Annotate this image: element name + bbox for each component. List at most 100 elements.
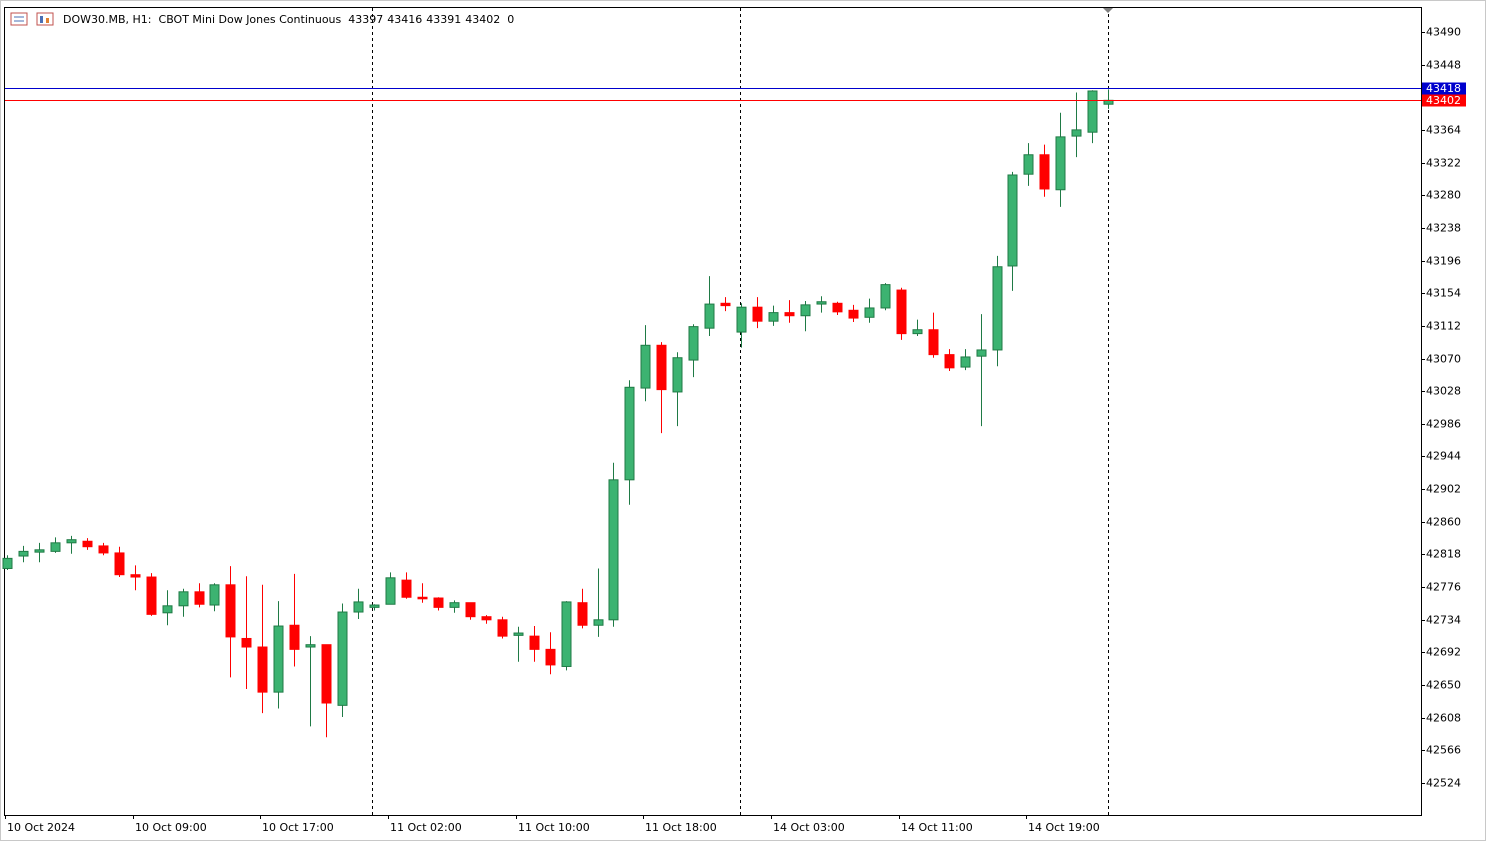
y-tick-label: 42818 — [1426, 548, 1461, 561]
candle-body — [704, 303, 715, 329]
x-tick-label: 10 Oct 09:00 — [135, 821, 207, 834]
candle-body — [178, 591, 189, 607]
candle-body — [768, 312, 779, 322]
y-tick-label: 43490 — [1426, 26, 1461, 39]
candle-body — [1039, 154, 1050, 190]
candle-body — [688, 326, 699, 361]
x-tick-label: 14 Oct 11:00 — [901, 821, 973, 834]
y-tick-label: 42650 — [1426, 679, 1461, 692]
icon-list[interactable] — [10, 12, 28, 26]
y-tick-label: 42608 — [1426, 712, 1461, 725]
candle-body — [82, 540, 93, 548]
y-tick-label: 43028 — [1426, 385, 1461, 398]
candle-body — [960, 356, 971, 368]
candle-body — [289, 624, 300, 650]
x-tick-label: 10 Oct 17:00 — [262, 821, 334, 834]
candle-body — [114, 552, 125, 576]
candle-body — [257, 646, 268, 693]
candle-body — [640, 344, 651, 389]
candle-body — [1087, 90, 1098, 133]
x-tick-label: 14 Oct 19:00 — [1028, 821, 1100, 834]
y-tick-label: 43364 — [1426, 124, 1461, 137]
price-tag — [1422, 82, 1466, 95]
candle-body — [481, 616, 492, 621]
candle-body — [146, 576, 157, 615]
y-tick-label: 43154 — [1426, 287, 1461, 300]
candle-body — [912, 329, 923, 335]
plot-area — [4, 7, 1422, 816]
candle-body — [2, 557, 13, 569]
candle-body — [209, 584, 220, 606]
y-tick-label: 43070 — [1426, 353, 1461, 366]
candle-body — [529, 635, 540, 650]
candle-body — [624, 386, 635, 481]
y-tick-label: 43280 — [1426, 189, 1461, 202]
x-tick-label: 11 Oct 10:00 — [518, 821, 590, 834]
header: DOW30.MB, H1: CBOT Mini Dow Jones Continu… — [10, 12, 514, 26]
candle-body — [976, 349, 987, 357]
candle-body — [928, 329, 939, 356]
price-tag-label: 43402 — [1426, 94, 1461, 107]
candle-body — [162, 605, 173, 614]
description: CBOT Mini Dow Jones Continuous — [159, 13, 342, 26]
candle-body — [545, 648, 556, 666]
y-tick-label: 42986 — [1426, 418, 1461, 431]
candle-body — [608, 479, 619, 621]
y-tick-label: 42734 — [1426, 614, 1461, 627]
candle-body — [34, 549, 45, 553]
ohlc-low: 43391 — [426, 13, 461, 26]
candle-body — [832, 302, 843, 313]
ohlc-high: 43416 — [387, 13, 422, 26]
candle-body — [497, 619, 508, 637]
candle-body — [98, 545, 109, 554]
candle-body — [816, 301, 827, 305]
candle-body — [337, 611, 348, 706]
candle-body — [353, 601, 364, 613]
x-tick-label: 11 Oct 02:00 — [390, 821, 462, 834]
candle-body — [992, 266, 1003, 351]
y-tick-label: 43322 — [1426, 157, 1461, 170]
candle-body — [736, 306, 747, 333]
ohlc-close: 43402 — [465, 13, 500, 26]
candle-body — [848, 309, 859, 319]
symbol: DOW30.MB, H1: — [63, 13, 152, 26]
candle-body — [401, 579, 412, 598]
candle-body — [385, 577, 396, 605]
candle-body — [800, 304, 811, 317]
candle-body — [465, 602, 476, 618]
candle-body — [18, 550, 29, 557]
candle-body — [864, 307, 875, 318]
candle-body — [561, 601, 572, 667]
y-tick-label: 42944 — [1426, 450, 1461, 463]
candle-body — [273, 625, 284, 693]
y-tick-label: 43238 — [1426, 222, 1461, 235]
candle-body — [784, 312, 795, 317]
y-tick-label: 42776 — [1426, 581, 1461, 594]
x-tick-label: 11 Oct 18:00 — [645, 821, 717, 834]
candle-body — [130, 574, 141, 578]
candle-body — [1007, 174, 1018, 267]
candle-body — [225, 584, 236, 638]
candle-body — [66, 539, 77, 544]
y-tick-label: 42902 — [1426, 483, 1461, 496]
candle-body — [321, 644, 332, 704]
candle-body — [417, 596, 428, 600]
icon-bar — [46, 18, 49, 23]
candle-body — [449, 602, 460, 608]
chart-shift-marker[interactable] — [1103, 8, 1113, 13]
candle-body — [433, 597, 444, 608]
y-tick-label: 43112 — [1426, 320, 1461, 333]
x-tick-label: 10 Oct 2024 — [7, 821, 75, 834]
candle-body — [656, 344, 667, 391]
candle-body — [1071, 129, 1082, 137]
candle-body — [896, 289, 907, 335]
price-tag — [1422, 94, 1466, 107]
candle-body — [369, 604, 380, 608]
y-tick-label: 42566 — [1426, 744, 1461, 757]
icon-chart[interactable] — [36, 12, 54, 26]
icon-bar — [40, 16, 43, 23]
x-tick-label: 14 Oct 03:00 — [773, 821, 845, 834]
y-tick-label: 42860 — [1426, 516, 1461, 529]
